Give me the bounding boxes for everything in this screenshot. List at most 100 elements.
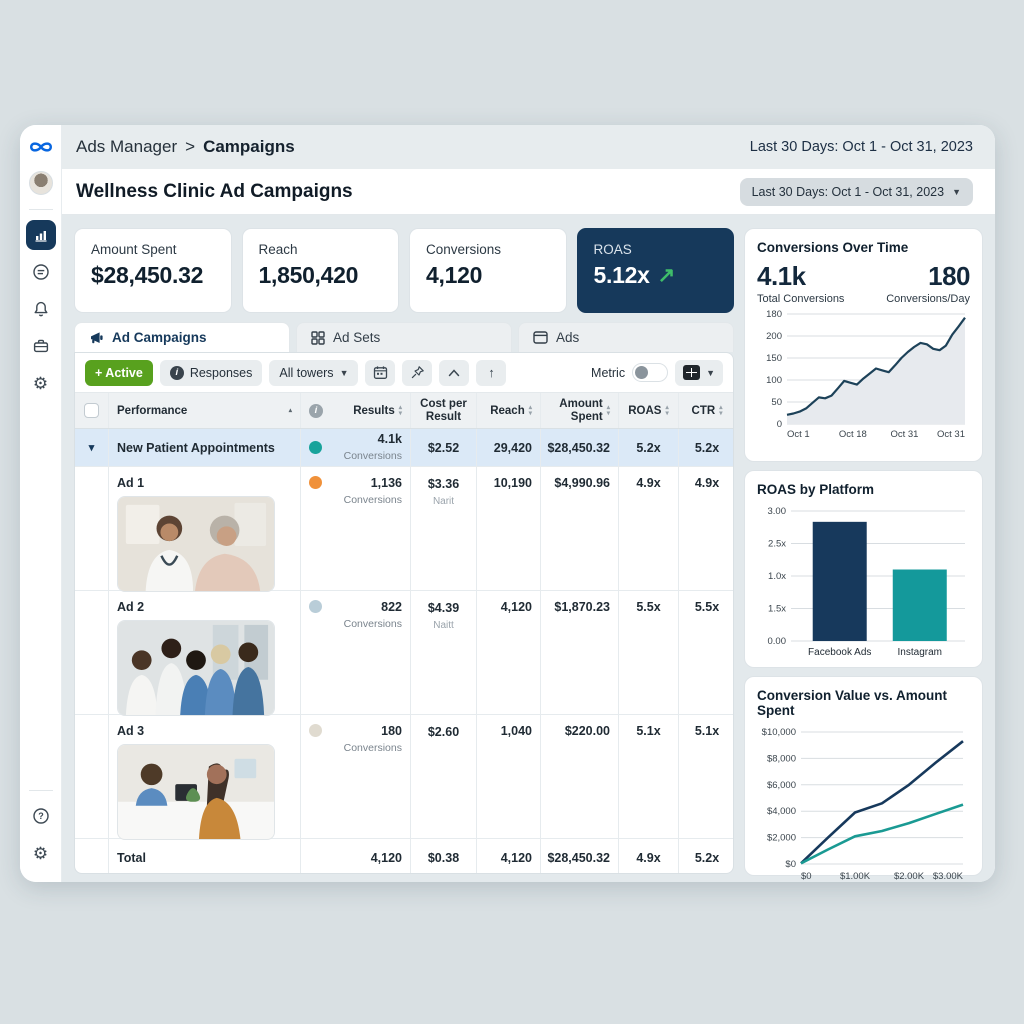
ad-row-1[interactable]: Ad 1 1,136 Conversions [75,467,733,592]
main-content: Amount Spent $28,450.32 Reach 1,850,420 … [62,215,995,882]
kpi-label: ROAS [593,242,632,257]
chevron-down-icon: ▼ [339,367,349,378]
tab-ads[interactable]: Ads [518,322,734,352]
responses-label: Responses [189,365,253,380]
settings-bottom-button[interactable]: ⚙ [26,838,56,868]
svg-text:$2,000: $2,000 [767,833,796,844]
svg-text:150: 150 [766,353,782,364]
table-view-icon [683,365,701,380]
sort-up-button[interactable]: ↑ [476,359,507,386]
campaign-name[interactable]: New Patient Appointments [117,440,275,455]
nav-analytics-button[interactable] [25,220,56,250]
svg-text:$10,000: $10,000 [762,727,796,738]
breadcrumb-current: Campaigns [203,137,295,156]
help-icon: ? [32,808,49,824]
kpi-amount-spent[interactable]: Amount Spent $28,450.32 [74,228,232,313]
ad-2-thumbnail[interactable] [117,620,275,716]
svg-text:2.5x: 2.5x [768,539,786,550]
date-range-selector[interactable]: Last 30 Days: Oct 1 - Oct 31, 2023 ▼ [739,177,973,206]
nav-business-tools-button[interactable] [26,331,56,361]
window-icon [533,331,548,344]
col-results[interactable]: i Results ▴ ▾ [301,393,411,428]
col-cost-per-result[interactable]: Cost per Result [411,393,477,428]
col-performance[interactable]: Performance ▴ [109,393,301,428]
date-range-label: Last 30 Days: Oct 1 - Oct 31, 2023 [751,184,945,199]
campaign-row[interactable]: ▾ New Patient Appointments 4.1k Conversi… [75,429,733,467]
col-reach[interactable]: Reach ▴ ▾ [477,393,541,428]
svg-text:0: 0 [777,419,782,430]
kpi-value: 4,120 [426,262,483,288]
column-view-button[interactable]: ▼ [675,359,723,386]
svg-text:0.00: 0.00 [768,636,787,647]
conversions-over-time-card: Conversions Over Time 4.1k Total Convers… [744,228,983,462]
svg-text:$8,000: $8,000 [767,753,796,764]
total-spent: $28,450.32 [541,839,619,873]
tab-ad-campaigns[interactable]: Ad Campaigns [74,322,290,352]
metric-toggle[interactable] [632,363,669,382]
svg-text:$2.00K: $2.00K [894,871,925,882]
svg-text:100: 100 [766,375,782,386]
user-avatar[interactable] [28,171,53,195]
col-label: Amount Spent [559,397,603,423]
total-results: 4,120 [301,839,411,873]
active-filter-button[interactable]: + Active [85,359,153,386]
kpi-conversions[interactable]: Conversions 4,120 [409,228,567,313]
col-roas[interactable]: ROAS ▴ ▾ [619,393,679,428]
ad-1-thumbnail[interactable] [117,496,275,592]
nav-notifications-button[interactable] [26,294,56,324]
kpi-value: 5.12x [593,262,650,288]
roas-bar-chart: 3.00 2.5x 1.0x 1.5x 0.00 Facebook Ads Instagra… [768,506,965,658]
breadcrumb-root[interactable]: Ads Manager [76,137,178,156]
svg-text:$1.00K: $1.00K [840,871,871,882]
col-ctr[interactable]: CTR ▴ ▾ [679,393,733,428]
col-amount-spent[interactable]: Amount Spent ▴ ▾ [541,393,619,428]
results-value: 180 [381,724,402,738]
ad-row-2[interactable]: Ad 2 822 Conversions [75,591,733,716]
svg-text:$0: $0 [785,859,796,870]
ad-3-thumbnail[interactable] [117,744,275,840]
svg-text:?: ? [38,811,44,821]
tab-ad-sets[interactable]: Ad Sets [296,322,512,352]
chevron-down-icon: ▼ [706,367,715,378]
svg-text:$3.00K: $3.00K [933,871,964,882]
status-dot [309,476,322,489]
pin-icon [411,366,424,379]
pin-button[interactable] [402,359,433,386]
filter-toolbar: + Active i Responses All towers ▼ [75,353,733,393]
kpi-reach[interactable]: Reach 1,850,420 [241,228,399,313]
info-icon: i [309,403,323,418]
roas-value: 5.2x [619,429,679,466]
collapse-button[interactable] [439,359,470,386]
expand-row-icon[interactable]: ▾ [88,442,95,454]
svg-text:Oct 31: Oct 31 [937,429,965,440]
kpi-roas[interactable]: ROAS 5.12x ↗ [576,228,734,313]
total-cost: $0.38 [411,839,477,873]
stat-value: 180 [928,261,970,291]
ad-name[interactable]: Ad 2 [117,600,145,614]
briefcase-icon [33,339,48,353]
stat-value: 4.1k [757,261,806,291]
sort-icon: ▴ ▾ [398,404,402,417]
ad-name[interactable]: Ad 1 [117,476,145,490]
cost-value: $4.39 [427,601,460,615]
help-button[interactable]: ? [26,801,56,831]
ad-row-3[interactable]: Ad 3 180 [75,715,733,840]
chart-title: Conversion Value vs. Amount Spent [757,688,948,718]
chart-title: Conversions Over Time [757,240,909,255]
results-sub: Conversions [343,493,402,506]
total-row: Total 4,120 $0.38 4,120 $28,450.32 4.9x … [75,839,733,873]
trend-up-icon: ↗ [657,264,676,287]
responses-filter-button[interactable]: i Responses [159,359,263,386]
col-label: Results [353,404,395,417]
nav-campaigns-button[interactable] [26,257,56,287]
meta-logo-icon[interactable] [28,137,54,157]
kpi-row: Amount Spent $28,450.32 Reach 1,850,420 … [74,228,734,313]
filter-dropdown[interactable]: All towers ▼ [269,359,359,386]
calendar-icon [373,366,388,379]
calendar-button[interactable] [365,359,396,386]
stat-label: Total Conversions [757,293,845,305]
select-all-checkbox[interactable] [84,403,99,418]
spent-value: $4,990.96 [541,467,619,592]
nav-settings-button[interactable]: ⚙ [26,368,56,398]
ad-name[interactable]: Ad 3 [117,724,145,738]
